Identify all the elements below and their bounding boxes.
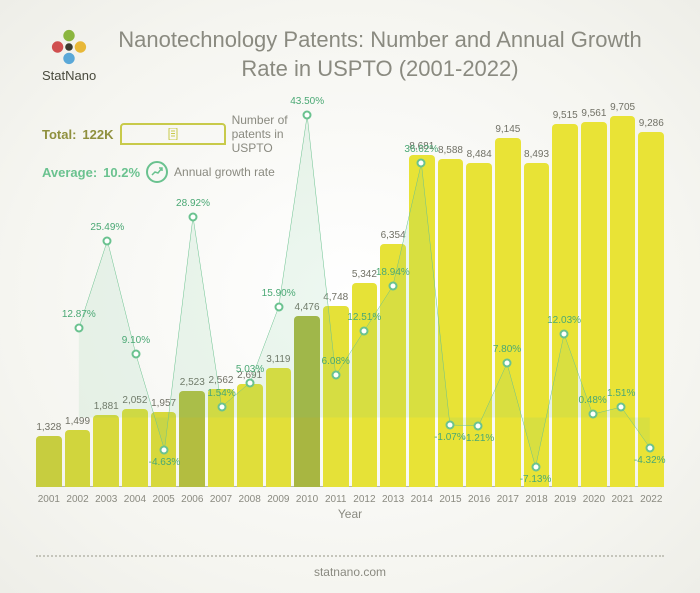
bar — [466, 163, 492, 487]
bar-column: 1,328 — [36, 422, 62, 487]
bar-column: 9,515 — [552, 110, 578, 487]
statnano-logo-icon — [50, 28, 88, 66]
bar-column: 1,499 — [65, 416, 91, 487]
bar-value-label: 9,705 — [610, 102, 635, 113]
bar — [638, 132, 664, 487]
bar-column: 5,342 — [352, 269, 378, 487]
x-tick-label: 2001 — [36, 494, 62, 505]
x-tick-label: 2020 — [581, 494, 607, 505]
bar — [122, 409, 148, 487]
bar-value-label: 9,515 — [553, 110, 578, 121]
bar-value-label: 8,588 — [438, 145, 463, 156]
x-tick-label: 2007 — [208, 494, 234, 505]
bar-value-label: 8,484 — [467, 149, 492, 160]
bar-value-label: 1,957 — [151, 398, 176, 409]
bar-column: 9,145 — [495, 124, 521, 487]
bar-value-label: 8,493 — [524, 149, 549, 160]
brand-block: StatNano — [42, 28, 96, 83]
bar — [179, 391, 205, 487]
bar-value-label: 9,145 — [495, 124, 520, 135]
bar-value-label: 2,562 — [208, 375, 233, 386]
bar — [524, 163, 550, 487]
x-tick-label: 2008 — [237, 494, 263, 505]
bar — [93, 415, 119, 487]
bar-column: 2,052 — [122, 395, 148, 487]
bar-value-label: 3,119 — [266, 354, 290, 365]
bar — [65, 430, 91, 487]
bars-container: 1,328 1,499 1,8812,052 1,957 2,5232,562 2,691… — [36, 105, 664, 487]
x-tick-label: 2005 — [151, 494, 177, 505]
bar-column: 8,484 — [466, 149, 492, 487]
bar — [352, 283, 378, 487]
bar-column: 3,119 — [266, 354, 292, 487]
bar — [323, 306, 349, 487]
bar — [581, 122, 607, 487]
chart-area: 1,328 1,499 1,8812,052 1,957 2,5232,562 2,691… — [36, 105, 664, 517]
bar-value-label: 2,523 — [180, 377, 205, 388]
bar — [151, 412, 177, 487]
x-tick-label: 2013 — [380, 494, 406, 505]
bar-value-label: 6,354 — [381, 230, 406, 241]
bar-column: 4,476 — [294, 302, 320, 487]
x-tick-label: 2004 — [122, 494, 148, 505]
bar — [610, 116, 636, 487]
x-tick-label: 2022 — [638, 494, 664, 505]
bar-column: 9,286 — [638, 118, 664, 487]
x-tick-label: 2012 — [352, 494, 378, 505]
bar-value-label: 9,561 — [581, 108, 606, 119]
x-tick-label: 2021 — [610, 494, 636, 505]
bar-column: 8,588 — [438, 145, 464, 487]
bar — [552, 124, 578, 487]
x-tick-label: 2018 — [524, 494, 550, 505]
bar-column: 4,748 — [323, 292, 349, 487]
bar-value-label: 5,342 — [352, 269, 377, 280]
bar-value-label: 1,499 — [65, 416, 90, 427]
brand-name: StatNano — [42, 68, 96, 83]
x-tick-label: 2014 — [409, 494, 435, 505]
bar — [266, 368, 292, 487]
bar-column: 9,561 — [581, 108, 607, 487]
x-tick-label: 2010 — [294, 494, 320, 505]
bar-column: 8,493 — [524, 149, 550, 487]
bar — [208, 389, 234, 487]
x-tick-label: 2019 — [552, 494, 578, 505]
x-tick-label: 2006 — [179, 494, 205, 505]
bar — [36, 436, 62, 487]
footer-divider — [36, 555, 664, 557]
bar-value-label: 4,476 — [295, 302, 320, 313]
bar-column: 1,881 — [93, 401, 119, 487]
bar-column: 2,691 — [237, 370, 263, 487]
bar-column: 2,562 — [208, 375, 234, 487]
bar-column: 1,957 — [151, 398, 177, 487]
x-tick-label: 2016 — [466, 494, 492, 505]
bar — [237, 384, 263, 487]
bar-value-label: 8,681 — [409, 141, 434, 152]
bar — [380, 244, 406, 487]
bar — [409, 155, 435, 487]
bar-column: 6,354 — [380, 230, 406, 487]
bar — [495, 138, 521, 487]
x-labels: 2001200220032004200520062007200820092010… — [36, 494, 664, 505]
bar-value-label: 2,052 — [122, 395, 147, 406]
x-tick-label: 2017 — [495, 494, 521, 505]
footer-text: statnano.com — [0, 565, 700, 579]
x-axis-title: Year — [36, 507, 664, 521]
x-tick-label: 2011 — [323, 494, 349, 505]
bar — [438, 159, 464, 487]
bar — [294, 316, 320, 487]
x-tick-label: 2009 — [266, 494, 292, 505]
bar-column: 9,705 — [610, 102, 636, 487]
bar-value-label: 9,286 — [639, 118, 664, 129]
bar-value-label: 1,328 — [36, 422, 61, 433]
chart-title: Nanotechnology Patents: Number and Annua… — [100, 26, 660, 83]
bar-column: 2,523 — [179, 377, 205, 487]
bar-value-label: 2,691 — [237, 370, 262, 381]
bar-value-label: 4,748 — [323, 292, 348, 303]
bar-value-label: 1,881 — [94, 401, 119, 412]
x-tick-label: 2002 — [65, 494, 91, 505]
bar-column: 8,681 — [409, 141, 435, 487]
x-tick-label: 2003 — [93, 494, 119, 505]
x-tick-label: 2015 — [438, 494, 464, 505]
